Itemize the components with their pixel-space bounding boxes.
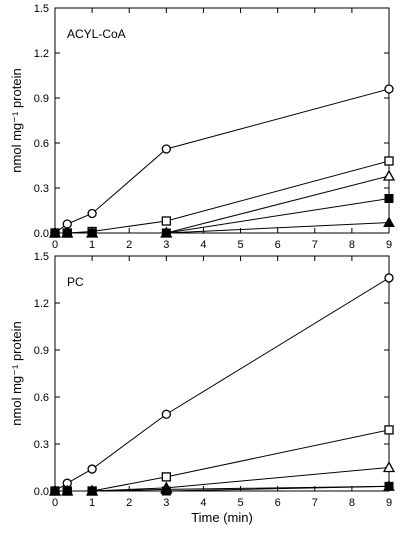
data-point-filled-square — [384, 194, 394, 203]
y-tick-label: 0.6 — [34, 138, 49, 150]
x-tick-label: 8 — [349, 239, 355, 251]
panel-title: PC — [67, 275, 84, 289]
y-axis-title: nmol mg⁻¹ protein — [9, 321, 24, 425]
x-tick-label: 9 — [386, 239, 392, 251]
y-tick-label: 0.9 — [34, 93, 49, 105]
series-line-open-square — [55, 429, 390, 492]
x-tick-label: 0 — [52, 497, 58, 509]
x-tick-label: 2 — [126, 239, 132, 251]
x-tick-label: 9 — [386, 497, 392, 509]
data-point-open-circle — [384, 273, 394, 283]
y-tick-label: 1.5 — [34, 251, 49, 263]
data-point-filled-triangle — [49, 226, 61, 238]
data-point-open-circle — [87, 208, 97, 219]
x-tick-label: 7 — [312, 239, 318, 251]
series-line-open-circle — [54, 88, 390, 234]
x-tick-label: 1 — [89, 239, 95, 251]
data-point-filled-triangle — [160, 483, 173, 494]
y-tick-label: 1.5 — [34, 3, 49, 15]
y-axis-title: nmol mg⁻¹ protein — [9, 68, 24, 172]
plot-frame — [54, 255, 390, 492]
y-tick-label: 0.0 — [34, 486, 49, 498]
panel-title: ACYL-CoA — [67, 27, 126, 41]
data-point-filled-triangle — [61, 226, 74, 238]
data-point-open-circle — [161, 409, 171, 419]
data-point-open-circle — [161, 144, 171, 154]
y-tick-label: 0.9 — [34, 345, 49, 357]
x-tick-label: 5 — [237, 497, 243, 509]
data-point-filled-triangle — [383, 480, 395, 491]
data-point-filled-triangle — [61, 484, 74, 496]
y-tick-label: 0.3 — [34, 439, 49, 451]
data-point-filled-triangle — [383, 216, 395, 227]
y-tick-label: 0.3 — [34, 183, 49, 195]
x-tick-label: 1 — [89, 497, 95, 509]
data-point-open-square — [161, 216, 171, 226]
y-tick-label: 1.2 — [34, 298, 49, 310]
panel-acyl-coa: 0.0 0.3 0.6 0.9 1.2 1.5 0 1 2 3 4 5 6 7 8 9 ACYL-CoA nmol… — [9, 3, 396, 251]
x-tick-label: 6 — [275, 497, 281, 509]
panel-pc: 0.0 0.3 0.6 0.9 1.2 1.5 0 1 2 3 4 5 6 7 8 9 PC nmol mg⁻¹ … — [9, 251, 396, 525]
x-tick-label: 5 — [237, 239, 243, 251]
data-point-filled-triangle — [86, 226, 98, 238]
x-tick-label: 4 — [200, 239, 206, 251]
y-tick-label: 0.6 — [34, 392, 49, 404]
x-tick-label: 7 — [312, 497, 318, 509]
data-point-filled-triangle — [86, 484, 98, 496]
y-tick-label: 1.2 — [34, 48, 49, 60]
x-tick-label: 2 — [126, 497, 132, 509]
x-tick-label: 6 — [275, 239, 281, 251]
data-point-open-square — [384, 425, 394, 435]
plot-frame — [54, 7, 390, 234]
data-point-open-square — [161, 472, 171, 482]
x-axis-title: Time (min) — [191, 510, 253, 525]
x-tick-label: 3 — [163, 497, 169, 509]
data-point-filled-triangle — [160, 226, 173, 238]
x-tick-label: 8 — [349, 497, 355, 509]
series-line-filled-square — [55, 198, 390, 234]
data-point-open-triangle — [382, 461, 396, 473]
data-point-filled-triangle — [49, 484, 61, 496]
data-point-open-triangle — [382, 169, 396, 181]
data-point-open-circle — [87, 464, 97, 474]
series-line-open-square — [55, 160, 390, 234]
data-point-open-square — [384, 156, 394, 166]
x-tick-label: 0 — [52, 239, 58, 251]
series-line-open-circle — [54, 277, 390, 492]
x-tick-label: 3 — [163, 239, 169, 251]
y-tick-label: 0.0 — [34, 228, 49, 240]
data-point-open-circle — [384, 84, 394, 94]
x-tick-label: 4 — [200, 497, 206, 509]
